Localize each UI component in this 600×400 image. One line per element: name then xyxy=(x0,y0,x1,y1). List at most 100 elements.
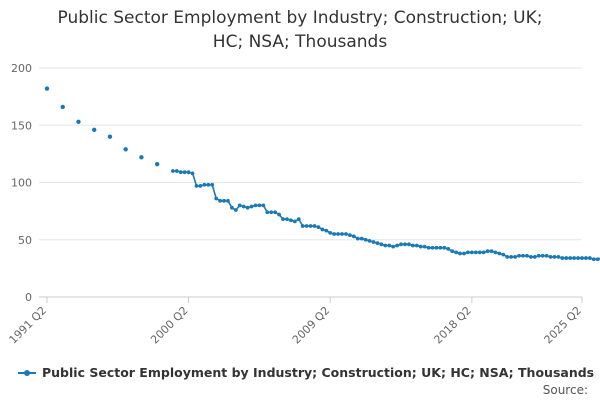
y-tick-label-100: 100 xyxy=(11,177,32,190)
data-point xyxy=(454,250,459,255)
data-point xyxy=(564,256,569,260)
data-point xyxy=(532,255,537,259)
y-tick-label-50: 50 xyxy=(18,234,32,247)
data-point xyxy=(528,255,533,259)
data-point xyxy=(493,250,498,255)
data-point xyxy=(300,224,305,228)
y-tick-label-0: 0 xyxy=(25,291,32,304)
data-point xyxy=(277,212,281,217)
data-point xyxy=(257,203,262,208)
data-point xyxy=(576,256,580,260)
data-point xyxy=(60,104,65,110)
data-point xyxy=(344,232,348,236)
data-point xyxy=(285,217,289,222)
data-point xyxy=(218,198,222,203)
data-point xyxy=(560,256,565,260)
data-point xyxy=(426,245,431,250)
legend[interactable]: Public Sector Employment by Industry; Co… xyxy=(18,365,594,380)
x-tick-label-3: 2018 Q2 xyxy=(431,304,474,347)
data-point xyxy=(422,244,427,249)
data-point xyxy=(501,252,506,257)
data-point xyxy=(210,182,215,187)
x-tick-label-0: 1991 Q2 xyxy=(7,304,50,347)
x-tick-label-1: 2000 Q2 xyxy=(148,304,191,347)
data-point xyxy=(509,255,514,259)
data-point xyxy=(540,253,545,258)
data-point xyxy=(92,127,97,133)
data-point xyxy=(407,242,411,247)
chart-title: Public Sector Employment by Industry; Co… xyxy=(0,6,600,54)
data-point xyxy=(139,155,144,160)
data-point xyxy=(517,253,521,258)
data-point xyxy=(418,244,423,249)
data-point xyxy=(233,208,238,212)
data-point xyxy=(304,224,309,228)
data-point xyxy=(214,196,219,201)
data-point xyxy=(332,232,337,236)
legend-series-marker xyxy=(18,368,36,378)
chart-title-line-2: HC; NSA; Thousands xyxy=(212,32,388,52)
data-point xyxy=(591,257,596,262)
data-point xyxy=(446,247,451,251)
data-point xyxy=(513,255,518,259)
data-point xyxy=(336,232,341,236)
data-point xyxy=(489,249,494,254)
data-point xyxy=(351,234,356,239)
data-point xyxy=(190,171,195,176)
data-point xyxy=(458,251,462,256)
data-point xyxy=(269,210,274,215)
data-point xyxy=(375,241,380,246)
data-point xyxy=(76,119,81,125)
data-point xyxy=(202,182,207,187)
data-point xyxy=(387,243,392,248)
data-point xyxy=(414,243,419,248)
data-point xyxy=(222,198,226,203)
data-point xyxy=(320,227,325,232)
data-point xyxy=(556,255,561,259)
data-point xyxy=(481,250,486,255)
data-point xyxy=(399,242,403,247)
data-point xyxy=(328,230,333,235)
data-point xyxy=(548,255,553,259)
data-point xyxy=(261,203,266,208)
data-point xyxy=(107,134,113,139)
data-point xyxy=(241,204,246,209)
source-label: Source: xyxy=(542,383,588,397)
x-tick-label-2: 2009 Q2 xyxy=(290,304,333,347)
data-point xyxy=(477,250,482,255)
data-point xyxy=(312,224,317,228)
data-point xyxy=(442,245,447,250)
data-point xyxy=(379,242,384,247)
data-point xyxy=(505,255,510,259)
data-point xyxy=(536,253,541,258)
data-point xyxy=(249,204,254,209)
legend-series-label: Public Sector Employment by Industry; Co… xyxy=(42,365,595,380)
data-point xyxy=(324,228,329,233)
data-point xyxy=(469,250,474,255)
data-point xyxy=(403,242,407,247)
data-point xyxy=(198,184,203,188)
data-point xyxy=(288,218,293,223)
data-point xyxy=(580,256,584,260)
data-point xyxy=(206,182,211,187)
data-point xyxy=(226,198,230,203)
data-point xyxy=(154,161,160,167)
data-point xyxy=(473,250,478,255)
data-point xyxy=(485,249,490,254)
data-point xyxy=(466,250,470,255)
data-point xyxy=(186,170,191,175)
data-point xyxy=(348,233,352,238)
data-point xyxy=(438,245,443,250)
data-point xyxy=(430,245,435,250)
data-point xyxy=(363,237,368,242)
y-tick-label-200: 200 xyxy=(11,62,32,75)
data-point xyxy=(450,249,455,254)
data-point xyxy=(237,203,242,208)
data-point xyxy=(544,253,549,258)
data-point xyxy=(462,251,466,256)
data-point xyxy=(296,217,301,222)
data-point xyxy=(434,245,439,250)
data-point xyxy=(552,255,557,259)
data-point xyxy=(525,253,529,258)
